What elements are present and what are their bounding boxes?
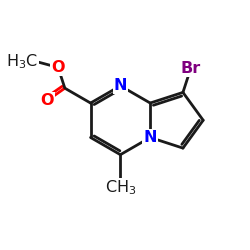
Text: O: O [40,93,54,108]
Text: N: N [114,78,127,93]
Text: Br: Br [180,61,201,76]
Text: O: O [51,60,65,75]
Text: N: N [144,130,157,145]
Text: $\mathsf{CH_3}$: $\mathsf{CH_3}$ [105,178,136,197]
Text: $\mathsf{H_3C}$: $\mathsf{H_3C}$ [6,53,38,71]
